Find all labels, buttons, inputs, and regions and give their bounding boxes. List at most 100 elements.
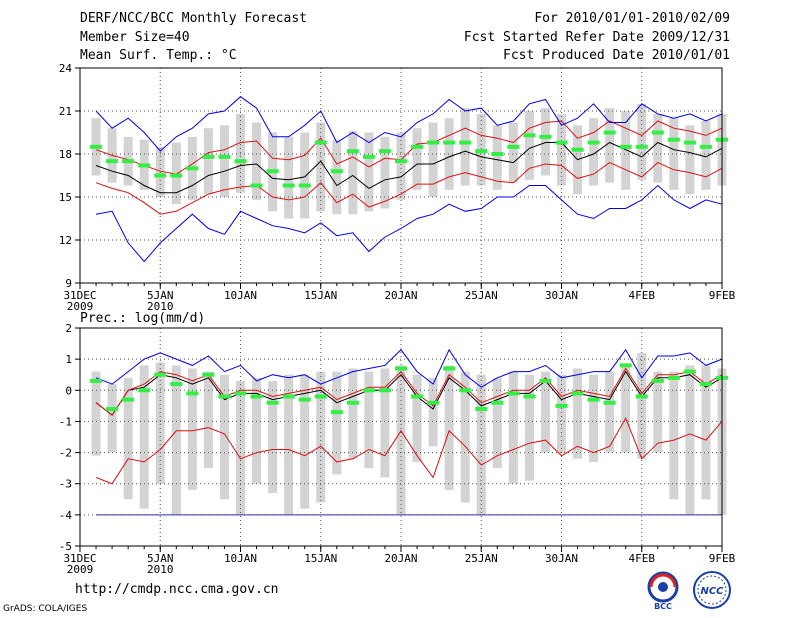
chart-title: DERF/NCC/BCC Monthly Forecast xyxy=(80,11,307,26)
x-tick-label: 9FEB xyxy=(709,289,736,302)
variable-label: Mean Surf. Temp.: °C xyxy=(80,48,237,63)
range-bar xyxy=(621,111,631,190)
range-bar xyxy=(236,380,245,515)
range-bar xyxy=(284,374,294,515)
observed-marker xyxy=(443,140,456,145)
ncc-logo: NCC xyxy=(693,571,731,609)
range-bar xyxy=(701,121,711,190)
x-tick-label: 4FEB xyxy=(629,289,656,302)
range-bar xyxy=(107,384,117,453)
y-tick-label: 24 xyxy=(59,62,73,75)
observed-marker xyxy=(635,144,648,149)
grads-credit: GrADS: COLA/IGES xyxy=(3,604,88,614)
range-bar xyxy=(589,374,599,462)
observed-marker xyxy=(555,140,568,145)
observed-marker xyxy=(475,149,488,154)
observed-marker xyxy=(330,410,343,415)
observed-marker xyxy=(250,183,263,188)
range-bar xyxy=(508,371,518,484)
range-bar xyxy=(540,108,550,176)
x-tick-label: 5JAN xyxy=(147,289,174,302)
observed-marker xyxy=(138,388,151,393)
x-tick-sublabel: 2009 xyxy=(67,563,94,576)
range-bar xyxy=(364,371,374,469)
range-bar xyxy=(252,377,262,484)
series-line-ensemble-max xyxy=(95,348,723,388)
range-bar xyxy=(203,128,213,195)
x-tick-label: 10JAN xyxy=(224,289,257,302)
y-tick-label: 0 xyxy=(65,384,72,397)
range-bar xyxy=(155,146,165,197)
range-bar xyxy=(557,374,566,453)
observed-marker xyxy=(154,372,167,377)
range-bar xyxy=(284,136,294,219)
observed-marker xyxy=(298,183,311,188)
observed-marker xyxy=(571,147,584,152)
observed-marker xyxy=(346,149,359,154)
range-bar xyxy=(492,125,502,190)
range-bar xyxy=(316,122,326,212)
series-line-ensemble-mean xyxy=(95,141,723,194)
observed-marker xyxy=(699,382,712,387)
observed-marker xyxy=(378,388,391,393)
range-bar xyxy=(219,374,229,500)
observed-marker xyxy=(491,152,504,156)
bcc-logo: BCC xyxy=(647,571,679,610)
series-line-lower-sd xyxy=(95,417,723,485)
forecast-period: For 2010/01/01-2010/02/09 xyxy=(534,11,730,26)
observed-marker xyxy=(218,394,231,399)
observed-marker xyxy=(362,388,375,393)
observed-marker xyxy=(282,394,295,399)
y-tick-label: -1 xyxy=(59,415,72,428)
series-line-upper-sd xyxy=(95,367,723,416)
range-bar xyxy=(444,365,454,490)
series-line-upper-sd xyxy=(95,120,723,175)
observed-marker xyxy=(491,400,504,405)
observed-marker xyxy=(587,397,600,402)
observed-marker xyxy=(651,378,664,383)
x-tick-sublabel: 2009 xyxy=(67,300,94,313)
y-tick-label: -5 xyxy=(59,540,72,553)
x-tick-label: 5JAN xyxy=(147,552,174,565)
range-bar xyxy=(428,377,438,447)
x-tick-label: 20JAN xyxy=(384,552,417,565)
observed-marker xyxy=(378,149,391,154)
range-bar xyxy=(637,352,647,459)
observed-marker xyxy=(443,366,456,371)
y-tick-label: -2 xyxy=(59,447,72,460)
precip-panel-label: Prec.: log(mm/d) xyxy=(80,311,205,326)
range-bar xyxy=(508,122,518,183)
observed-marker xyxy=(523,394,536,399)
observed-marker xyxy=(218,154,231,159)
observed-marker xyxy=(619,144,632,149)
observed-marker xyxy=(250,394,263,399)
range-bar xyxy=(524,374,534,481)
range-bar xyxy=(669,118,679,190)
observed-marker xyxy=(106,159,119,164)
range-bar xyxy=(380,368,390,478)
footer-url[interactable]: http://cmdp.ncc.cma.gov.cn xyxy=(75,582,279,597)
y-tick-label: 18 xyxy=(59,148,72,161)
observed-marker xyxy=(667,375,680,380)
observed-marker xyxy=(603,130,616,135)
range-bar xyxy=(540,371,550,453)
observed-marker xyxy=(234,159,247,164)
x-tick-sublabel: 2010 xyxy=(147,563,174,576)
x-tick-label: 4FEB xyxy=(629,552,656,565)
y-tick-label: -3 xyxy=(59,478,72,491)
observed-marker xyxy=(138,163,151,168)
range-bar xyxy=(123,377,133,500)
range-bar xyxy=(653,371,663,453)
range-bar xyxy=(428,122,438,197)
observed-marker xyxy=(555,403,568,408)
x-tick-label: 30JAN xyxy=(545,289,578,302)
range-bar xyxy=(557,113,566,186)
x-tick-label: 31DEC xyxy=(63,289,96,302)
range-bar xyxy=(605,371,615,453)
y-tick-label: 15 xyxy=(59,191,72,204)
observed-marker xyxy=(122,397,135,402)
y-tick-label: -4 xyxy=(59,509,73,522)
range-bar xyxy=(139,365,149,509)
observed-marker xyxy=(427,140,440,145)
observed-marker xyxy=(635,394,648,399)
